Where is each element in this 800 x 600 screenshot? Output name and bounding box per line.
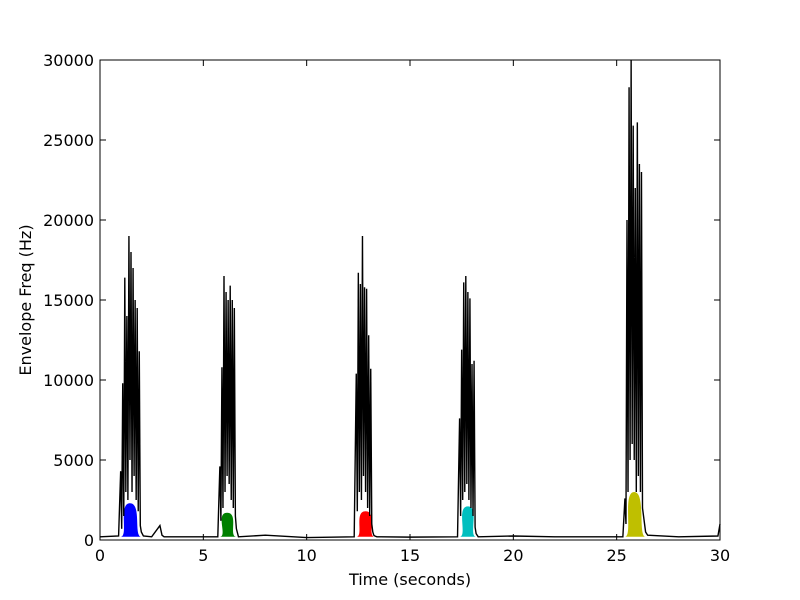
y-tick-label: 20000 [43,211,94,230]
burst-fill-4 [459,506,477,537]
envelope-series [99,59,721,539]
x-tick-label: 0 [95,546,105,565]
burst-fill-3 [356,511,375,537]
x-tick-label: 5 [198,546,208,565]
y-tick-label: 25000 [43,131,94,150]
burst-fills [120,492,646,537]
burst-fill-2 [219,512,237,537]
x-tick-label: 15 [400,546,420,565]
x-tick-label: 10 [296,546,316,565]
x-axis-label: Time (seconds) [348,570,471,589]
y-tick-label: 0 [84,531,94,550]
burst-fill-5 [624,492,646,537]
y-tick-label: 30000 [43,51,94,70]
x-tick-label: 25 [606,546,626,565]
y-tick-label: 15000 [43,291,94,310]
y-tick-label: 10000 [43,371,94,390]
x-tick-label: 20 [503,546,523,565]
y-axis-ticks: 0 5000 10000 15000 20000 25000 30000 [43,51,720,550]
series-line-1 [99,59,721,539]
y-axis-label: Envelope Freq (Hz) [16,224,35,375]
x-tick-label: 30 [710,546,730,565]
burst-fill-1 [120,503,142,537]
y-tick-label: 5000 [53,451,94,470]
plot-area [100,60,720,540]
x-axis-ticks: 0 5 10 15 20 25 30 [95,60,730,565]
